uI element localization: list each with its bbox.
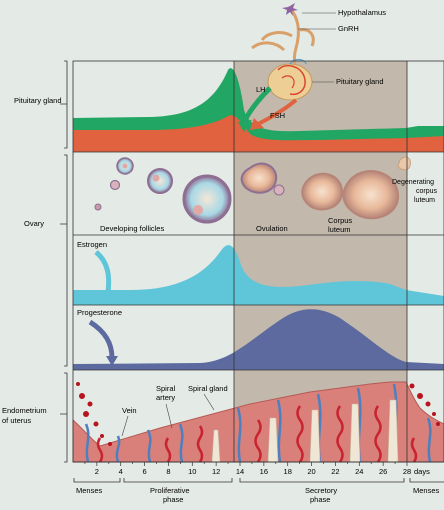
spiral-gland-label: Spiral gland bbox=[188, 384, 228, 393]
day-tick-label: 4 bbox=[119, 467, 123, 476]
pituitary-row-label: Pituitary gland bbox=[14, 96, 62, 105]
progesterone-curve bbox=[73, 309, 444, 370]
day-tick-label: 22 bbox=[331, 467, 339, 476]
day-tick-label: 26 bbox=[379, 467, 387, 476]
fsh-release-arrow bbox=[257, 98, 298, 126]
day-tick-label: 6 bbox=[142, 467, 146, 476]
day-tick-label: 8 bbox=[166, 467, 170, 476]
lh-label: LH bbox=[256, 85, 266, 94]
day-tick-label: 28 bbox=[403, 467, 411, 476]
pituitary-row-bracket bbox=[60, 60, 68, 149]
ovary-row-label: Ovary bbox=[24, 219, 44, 228]
day-tick-label: 12 bbox=[212, 467, 220, 476]
day-tick-label: 2 bbox=[95, 467, 99, 476]
endometrium-row-label-line1: Endometrium bbox=[2, 406, 47, 415]
lh-release-arrow bbox=[241, 86, 272, 124]
day-tick-label: 24 bbox=[355, 467, 363, 476]
secretory-phase-label-line2: phase bbox=[310, 495, 330, 504]
degenerating-corpus-luteum-label-line1: Degenerating bbox=[392, 179, 434, 186]
ovulation-label: Ovulation bbox=[256, 224, 288, 233]
estrogen-curve bbox=[73, 245, 444, 305]
menstrual-blood-drops bbox=[76, 382, 440, 446]
degenerating-corpus-luteum-label-line3: luteum bbox=[414, 197, 435, 204]
progesterone-arrow bbox=[88, 319, 115, 359]
menses-end-label: Menses bbox=[413, 486, 440, 495]
ovary-row-bracket bbox=[60, 154, 68, 367]
day-tick-label: 14 bbox=[236, 467, 244, 476]
endometrium-row-label-line2: of uterus bbox=[2, 416, 31, 425]
day-tick-label: 16 bbox=[260, 467, 268, 476]
ovulation-illustration bbox=[240, 162, 285, 196]
vein-label: Vein bbox=[122, 406, 137, 415]
day-tick-label: 10 bbox=[188, 467, 196, 476]
hypothalamus-label: Hypothalamus bbox=[338, 8, 386, 17]
menses-start-label: Menses bbox=[76, 486, 103, 495]
developing-follicles-label: Developing follicles bbox=[100, 224, 164, 233]
corpus-luteum-illustration bbox=[301, 170, 400, 220]
corpus-luteum-label-line1: Corpus bbox=[328, 216, 352, 225]
uterus-row-bracket bbox=[60, 372, 68, 463]
estrogen-arrow bbox=[94, 250, 112, 293]
uterine-glands-and-vessels bbox=[84, 383, 432, 463]
day-tick-label: 20 bbox=[307, 467, 315, 476]
developing-follicles-illustration bbox=[94, 157, 232, 224]
spiral-artery-label-line2: artery bbox=[156, 393, 175, 402]
proliferative-phase-label-line2: phase bbox=[163, 495, 183, 504]
day-axis-unit: days bbox=[414, 467, 430, 476]
secretory-phase-label-line1: Secretory bbox=[305, 486, 337, 495]
progesterone-label: Progesterone bbox=[77, 308, 122, 317]
gnrh-label: GnRH bbox=[338, 24, 359, 33]
day-axis-ticks: 2 4 6 8 10 12 14 16 18 20 22 24 26 28 bbox=[84, 462, 411, 476]
spiral-artery-label-line1: Spiral bbox=[156, 384, 176, 393]
phase-brackets bbox=[73, 478, 444, 483]
pituitary-gland-label: Pituitary gland bbox=[336, 77, 384, 86]
fsh-label: FSH bbox=[270, 111, 285, 120]
fsh-curve bbox=[73, 115, 444, 152]
estrogen-label: Estrogen bbox=[77, 240, 107, 249]
degenerating-corpus-luteum-label-line2: corpus bbox=[416, 188, 438, 195]
day-tick-label: 18 bbox=[284, 467, 292, 476]
corpus-luteum-label-line2: luteum bbox=[328, 225, 351, 234]
proliferative-phase-label-line1: Proliferative bbox=[150, 486, 190, 495]
